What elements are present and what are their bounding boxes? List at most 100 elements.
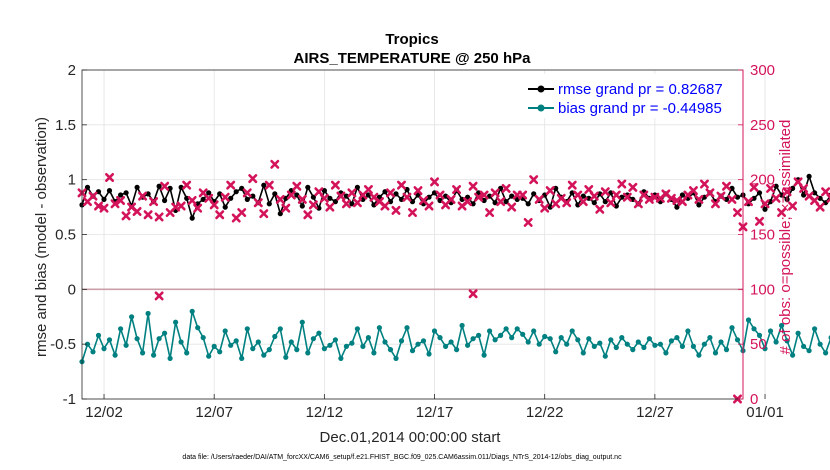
bias-point-6 [112,352,118,358]
bias-point-110 [685,328,691,334]
bias-point-24 [211,343,217,349]
bias-point-79 [514,326,520,332]
legend-bias-marker [537,104,545,112]
bias-point-65 [437,335,443,341]
bias-point-92 [586,336,592,342]
y-right-tick-label-6: 300 [750,62,775,79]
bias-point-99 [624,341,630,347]
bias-point-98 [619,335,625,341]
obs-assimilated-mark-45 [325,202,335,212]
bias-point-7 [118,326,124,332]
bias-point-85 [547,336,553,342]
bias-point-20 [189,308,195,314]
x-tick-label-4: 12/22 [526,404,564,421]
legend-bias-label: bias grand pr = -0.44985 [558,100,722,117]
obs-assimilated-mark-47 [336,191,346,201]
obs-assimilated-mark-94 [595,204,605,214]
bias-point-78 [509,335,515,341]
rmse-point-7 [118,192,124,198]
obs-assimilated-mark-27 [226,180,236,190]
obs-assimilated-mark-26 [220,192,230,202]
rmse-point-57 [393,191,399,197]
rmse-point-48 [343,193,349,199]
obs-assimilated-mark-136 [826,193,830,203]
bias-point-32 [255,339,261,345]
obs-count-series [77,159,830,404]
bias-point-52 [365,335,371,341]
obs-assimilated-mark-118 [727,194,737,204]
rmse-point-42 [310,194,316,200]
obs-assimilated-mark-123 [755,216,765,226]
obs-assimilated-mark-2 [88,191,98,201]
obs-assimilated-mark-20 [187,196,197,206]
y-right-tick-label-2: 100 [750,281,775,298]
bias-point-100 [630,347,636,353]
bias-point-64 [431,328,438,334]
bias-point-34 [266,347,272,353]
obs-assimilated-mark-60 [408,208,417,218]
rmse-point-124 [762,206,768,212]
obs-assimilated-mark-117 [721,181,731,191]
obs-assimilated-mark-68 [452,185,462,195]
bias-point-28 [233,338,239,344]
bias-point-41 [305,350,311,356]
rmse-point-4 [101,196,107,202]
obs-assimilated-mark-75 [490,188,500,198]
bias-point-126 [773,339,779,345]
bias-point-133 [812,326,818,332]
bias-point-107 [668,338,675,344]
bias-point-84 [542,333,548,340]
bias-point-90 [575,337,581,343]
rmse-point-127 [779,192,785,198]
rmse-point-1 [84,184,91,190]
x-axis: 12/02 12/07 12/12 12/17 12/22 12/27 01/01 [85,394,784,421]
bias-point-109 [679,343,686,349]
bias-point-44 [321,346,327,352]
bias-point-101 [635,339,641,345]
obs-assimilated-mark-30 [242,188,252,198]
bias-point-123 [756,332,763,338]
bias-point-57 [393,355,399,361]
bias-point-36 [277,326,283,332]
rmse-point-31 [250,193,256,199]
obs-assimilated-mark-95 [600,187,610,197]
bias-point-67 [448,339,454,345]
bias-point-111 [690,343,697,349]
obs-possible-mark-1 [468,289,478,299]
rmse-point-117 [723,196,730,202]
rmse-point-45 [327,195,333,201]
bias-point-134 [817,341,823,347]
obs-assimilated-mark-93 [589,191,599,201]
bias-point-21 [195,325,201,331]
left-axis: -1 -0.5 0 0.5 1 1.5 2 [50,62,87,408]
bias-point-128 [784,338,790,344]
obs-assimilated-mark-44 [319,193,329,203]
y-right-tick-label-4: 200 [750,172,775,189]
data-file-footnote: data file: /Users/raeder/DAI/ATM_forcXX/… [182,454,622,461]
bias-point-55 [382,339,388,345]
bias-point-50 [354,326,360,332]
bias-point-45 [327,342,333,348]
bias-point-66 [443,343,449,349]
rmse-point-93 [591,200,597,206]
bias-point-105 [657,341,664,347]
obs-assimilated-mark-33 [259,209,269,219]
bias-point-1 [84,341,91,347]
bias-point-113 [701,341,708,347]
bias-point-102 [641,344,647,351]
bias-point-18 [178,339,184,345]
x-tick-label-3: 12/17 [416,404,454,421]
obs-assimilated-mark-89 [567,180,577,190]
obs-assimilated-mark-10 [132,206,142,216]
bias-point-81 [525,339,531,345]
obs-assimilated-mark-124 [760,199,770,209]
obs-assimilated-mark-55 [380,201,390,211]
rmse-point-90 [575,202,581,208]
bias-point-10 [134,336,140,342]
bias-point-74 [487,328,493,334]
obs-assimilated-mark-37 [281,203,291,213]
rmse-point-41 [305,184,311,190]
y-tick-label-6: 2 [68,62,76,79]
rmse-point-5 [106,188,113,194]
rmse-point-91 [580,193,586,199]
